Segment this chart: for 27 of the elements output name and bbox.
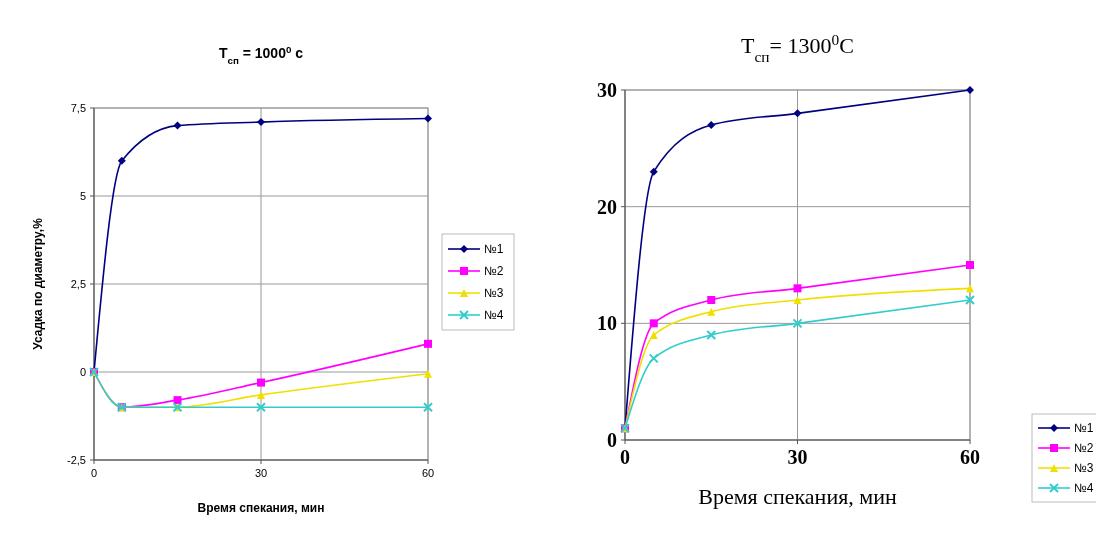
x-axis-title: Время спекания, мин bbox=[698, 484, 897, 509]
y-tick-label: 10 bbox=[597, 312, 617, 335]
x-tick-label: 30 bbox=[254, 466, 268, 479]
legend-label: №3 bbox=[484, 286, 504, 301]
legend-label: №1 bbox=[1074, 421, 1094, 436]
y-tick-label: 7,5 bbox=[70, 101, 86, 114]
legend-label: №4 bbox=[1074, 481, 1094, 496]
y-tick-label: 30 bbox=[597, 79, 617, 101]
chart-title: T$_{сп}$ = 1000$^{0}$ с bbox=[218, 43, 304, 66]
x-tick-label: 60 bbox=[960, 446, 980, 468]
legend-label: №4 bbox=[484, 308, 504, 323]
legend-label: №1 bbox=[484, 242, 504, 257]
x-axis-title: Время спекания, мин bbox=[197, 501, 325, 515]
y-tick-label: 2,5 bbox=[70, 277, 86, 290]
chart-title: T$_{сп}$= 1300$^{0}$C bbox=[741, 30, 854, 65]
y-tick-label: 20 bbox=[597, 195, 617, 218]
x-tick-label: 0 bbox=[90, 466, 98, 479]
x-tick-label: 30 bbox=[787, 446, 808, 468]
y-tick-label: -2,5 bbox=[67, 453, 86, 466]
y-tick-label: 5 bbox=[79, 189, 86, 202]
y-tick-label: 0 bbox=[607, 429, 617, 451]
legend-label: №3 bbox=[1074, 461, 1094, 476]
x-tick-label: 60 bbox=[421, 466, 435, 479]
legend-label: №2 bbox=[1074, 441, 1094, 456]
y-axis-title: Усадка по диаметру,% bbox=[31, 217, 45, 350]
y-tick-label: 0 bbox=[79, 365, 86, 378]
legend-label: №2 bbox=[484, 264, 504, 279]
